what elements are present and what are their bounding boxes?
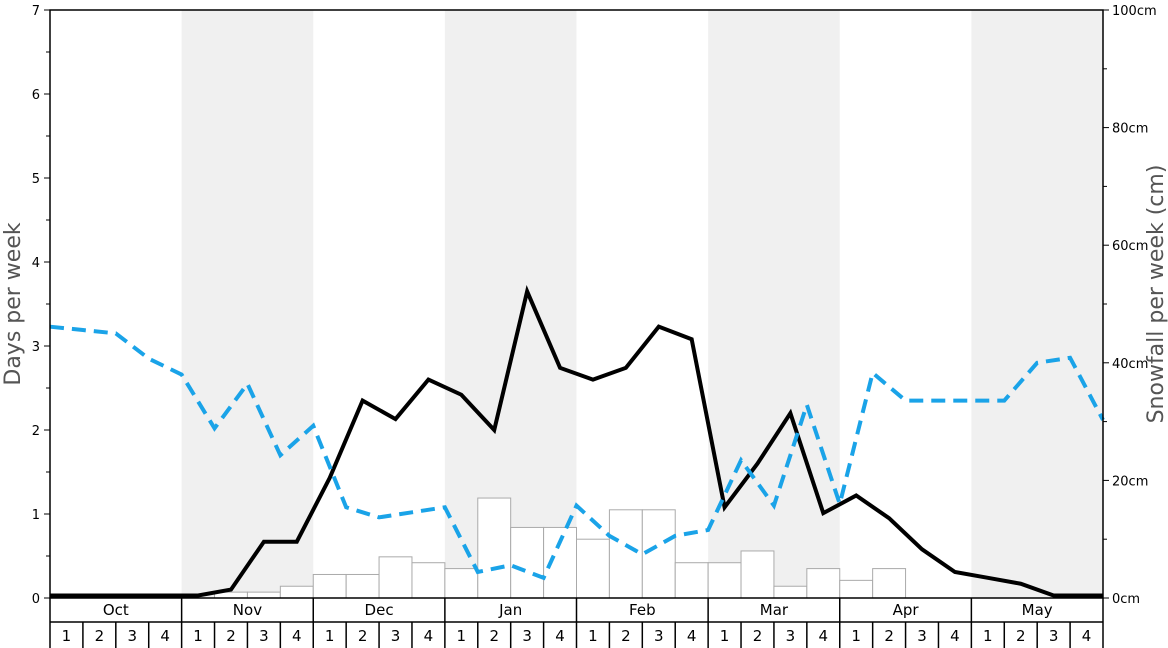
snowfall-bar (246, 591, 281, 599)
week-label: 1 (457, 627, 467, 645)
snowfall-bar (674, 562, 709, 599)
month-label-feb: Feb (629, 601, 656, 619)
right-tick-label: 0cm (1112, 592, 1140, 607)
month-band-may (971, 10, 1103, 598)
week-label: 2 (753, 627, 763, 645)
snowfall-bar (444, 568, 479, 599)
right-tick-label: 80cm (1112, 122, 1148, 137)
left-tick-label: 7 (32, 4, 40, 19)
month-label-nov: Nov (233, 601, 262, 619)
week-label: 1 (193, 627, 203, 645)
snowfall-bar (773, 585, 808, 599)
week-label: 1 (325, 627, 335, 645)
week-label: 3 (917, 627, 927, 645)
week-label: 1 (588, 627, 598, 645)
snowfall-bar (279, 585, 314, 599)
week-label: 1 (720, 627, 730, 645)
left-tick-label: 6 (32, 88, 40, 103)
left-tick-label: 0 (32, 592, 40, 607)
right-tick-label: 40cm (1112, 357, 1148, 372)
week-label: 4 (950, 627, 960, 645)
week-label: 4 (292, 627, 302, 645)
left-axis-title: Days per week (1, 222, 26, 385)
month-label-apr: Apr (893, 601, 920, 619)
week-label: 4 (687, 627, 697, 645)
snowfall-bar (411, 562, 446, 599)
right-tick-label: 100cm (1112, 4, 1157, 19)
month-band-nov (181, 10, 314, 598)
week-label: 2 (226, 627, 236, 645)
week-label: 3 (522, 627, 532, 645)
week-label: 2 (358, 627, 368, 645)
week-label: 4 (1082, 627, 1092, 645)
snowfall-bar (839, 579, 874, 599)
snowfall-bar (312, 573, 347, 599)
week-label: 1 (851, 627, 861, 645)
week-label: 3 (391, 627, 401, 645)
week-label: 2 (1016, 627, 1026, 645)
month-label-oct: Oct (103, 601, 129, 619)
dashed-days-line (49, 324, 1105, 581)
snowfall-bar (608, 509, 643, 599)
week-label: 4 (819, 627, 829, 645)
week-label: 2 (489, 627, 499, 645)
snowfall-bar (641, 509, 676, 599)
week-label: 3 (127, 627, 137, 645)
left-tick-label: 2 (32, 424, 40, 439)
week-label: 2 (884, 627, 894, 645)
week-label: 4 (555, 627, 565, 645)
snowfall-bar (576, 538, 610, 599)
snowfall-bar (872, 568, 907, 599)
week-label: 3 (786, 627, 796, 645)
week-label: 2 (95, 627, 105, 645)
left-tick-label: 4 (32, 256, 40, 271)
month-label-mar: Mar (760, 601, 789, 619)
week-label: 4 (424, 627, 434, 645)
snowfall-bar (345, 573, 380, 599)
solid-days-line (50, 285, 1103, 598)
week-label: 3 (654, 627, 664, 645)
week-label: 4 (160, 627, 170, 645)
left-tick-label: 5 (32, 172, 40, 187)
snowfall-bar (740, 550, 775, 599)
month-label-dec: Dec (365, 601, 394, 619)
week-label: 3 (259, 627, 269, 645)
week-label: 3 (1049, 627, 1059, 645)
snowfall-bar (378, 556, 413, 599)
week-label: 1 (983, 627, 993, 645)
right-axis-title: Snowfall per week (cm) (1144, 165, 1168, 424)
week-label: 1 (62, 627, 72, 645)
right-tick-label: 60cm (1112, 239, 1148, 254)
left-tick-label: 3 (32, 340, 40, 355)
month-label-jan: Jan (498, 601, 522, 619)
left-tick-label: 1 (32, 508, 40, 523)
snowfall-bar (707, 562, 742, 599)
snowfall-bar (510, 526, 545, 599)
right-tick-label: 20cm (1112, 474, 1148, 489)
month-band-mar (708, 10, 840, 598)
week-label: 2 (621, 627, 631, 645)
month-label-may: May (1022, 601, 1053, 619)
snowfall-bar (477, 497, 512, 599)
snowfall-bar (806, 568, 841, 599)
